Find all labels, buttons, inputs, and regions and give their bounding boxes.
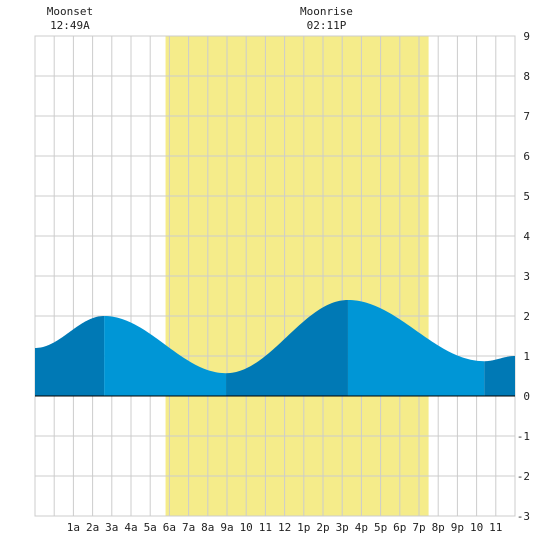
- y-tick-label: 8: [523, 70, 530, 83]
- y-tick-label: -2: [517, 470, 530, 483]
- x-tick-label: 11: [259, 521, 272, 534]
- x-tick-label: 2a: [86, 521, 99, 534]
- x-tick-label: 4p: [355, 521, 368, 534]
- x-tick-label: 5p: [374, 521, 387, 534]
- x-tick-label: 10: [240, 521, 253, 534]
- x-tick-label: 2p: [316, 521, 329, 534]
- y-tick-label: -1: [517, 430, 530, 443]
- tide-area-segment-2: [104, 316, 227, 396]
- x-tick-label: 11: [489, 521, 502, 534]
- y-tick-label: 3: [523, 270, 530, 283]
- y-tick-label: 6: [523, 150, 530, 163]
- x-tick-label: 8p: [432, 521, 445, 534]
- tide-area-segment-5: [484, 356, 515, 396]
- y-tick-label: 9: [523, 30, 530, 43]
- y-tick-label: 4: [523, 230, 530, 243]
- x-tick-label: 1a: [67, 521, 80, 534]
- y-tick-label: 0: [523, 390, 530, 403]
- y-tick-label: -3: [517, 510, 530, 523]
- moon-event-time: 12:49A: [50, 19, 90, 32]
- x-tick-label: 8a: [201, 521, 214, 534]
- y-tick-label: 5: [523, 190, 530, 203]
- moon-event-title: Moonrise: [300, 5, 353, 18]
- x-tick-label: 4a: [124, 521, 137, 534]
- moon-event-title: Moonset: [47, 5, 93, 18]
- x-tick-label: 9a: [220, 521, 233, 534]
- x-tick-label: 7p: [412, 521, 425, 534]
- tide-area-segment-4: [347, 300, 485, 396]
- x-tick-label: 10: [470, 521, 483, 534]
- y-tick-label: 2: [523, 310, 530, 323]
- x-tick-label: 6a: [163, 521, 176, 534]
- x-tick-label: 3p: [336, 521, 349, 534]
- x-tick-label: 9p: [451, 521, 464, 534]
- x-tick-label: 1p: [297, 521, 310, 534]
- plot-border: [34, 35, 516, 517]
- x-tick-label: 5a: [144, 521, 157, 534]
- moon-event-time: 02:11P: [307, 19, 347, 32]
- x-tick-label: 7a: [182, 521, 195, 534]
- x-tick-label: 6p: [393, 521, 406, 534]
- y-tick-label: 7: [523, 110, 530, 123]
- tide-area-segment-1: [35, 316, 105, 396]
- x-tick-label: 12: [278, 521, 291, 534]
- x-tick-label: 3a: [105, 521, 118, 534]
- y-tick-label: 1: [523, 350, 530, 363]
- tide-area-segment-3: [226, 300, 348, 396]
